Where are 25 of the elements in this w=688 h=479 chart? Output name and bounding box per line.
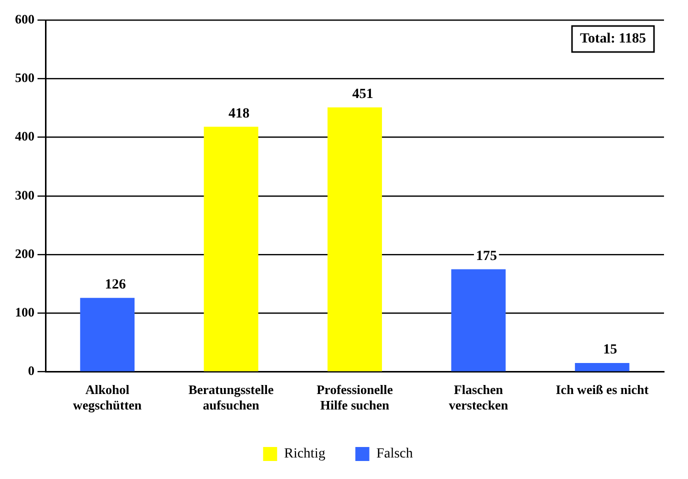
y-tick-label: 200 — [15, 246, 34, 261]
legend-label: Richtig — [284, 446, 326, 462]
data-label: 451 — [352, 86, 374, 102]
data-label: 418 — [228, 106, 250, 122]
bar — [204, 126, 258, 372]
bar — [451, 269, 506, 372]
x-tick-label: Ich weiß es nicht — [556, 382, 650, 397]
data-label: 15 — [603, 342, 618, 358]
bar — [328, 107, 382, 372]
y-tick-label: 600 — [15, 11, 34, 26]
annotation: Total: 1185 — [580, 32, 646, 47]
y-tick-label: 500 — [15, 70, 34, 85]
bar — [80, 298, 135, 372]
x-tick-label: Flaschen verstecken — [448, 382, 509, 413]
data-label: 126 — [104, 278, 126, 293]
y-tick-label: 300 — [15, 187, 34, 202]
x-tick-label: Professionelle Hilfe suchen — [316, 382, 394, 413]
data-label: 175 — [476, 248, 497, 264]
legend-label: Falsch — [376, 446, 413, 462]
x-tick-label: Beratungsstelle aufsuchen — [188, 382, 274, 413]
y-tick-label: 0 — [28, 363, 34, 378]
x-tick-label: Alkohol wegschütten — [73, 382, 142, 413]
y-tick-label: 100 — [15, 304, 34, 320]
bar — [574, 363, 630, 372]
y-tick-label: 400 — [15, 128, 34, 144]
